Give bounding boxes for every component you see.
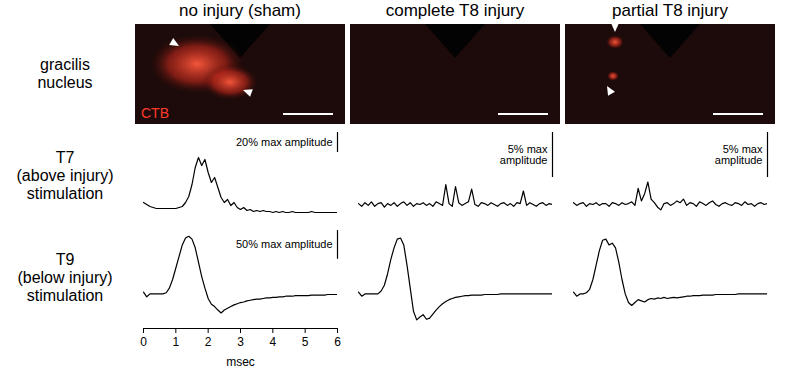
svg-text:0: 0 [140, 335, 147, 349]
html-text:gracilis nucleus: gracilis nucleus [37, 56, 93, 91]
svg-text:2: 2 [205, 335, 212, 349]
svg-text:CTB: CTB [141, 105, 169, 121]
svg-text:5% maxamplitude: 5% maxamplitude [500, 143, 548, 166]
svg-text:msec: msec [226, 355, 255, 369]
svg-text:3: 3 [237, 335, 244, 349]
svg-text:50% max amplitude: 50% max amplitude [236, 238, 333, 250]
html-text:T7 (above injury) stimulation: T7 (above injury) stimulation [16, 149, 114, 202]
html-text:complete T8 injury: complete T8 injury [385, 1, 525, 20]
html-text:T9 (below injury) stimulation: T9 (below injury) stimulation [17, 251, 113, 304]
svg-text:1: 1 [172, 335, 179, 349]
html-text:partial T8 injury: partial T8 injury [612, 1, 728, 20]
svg-text:5: 5 [302, 335, 309, 349]
svg-text:4: 4 [269, 335, 276, 349]
svg-text:5% maxamplitude: 5% maxamplitude [715, 143, 763, 166]
svg-text:6: 6 [334, 335, 341, 349]
html-text:no injury (sham): no injury (sham) [179, 1, 301, 20]
svg-text:20% max amplitude: 20% max amplitude [236, 136, 333, 148]
